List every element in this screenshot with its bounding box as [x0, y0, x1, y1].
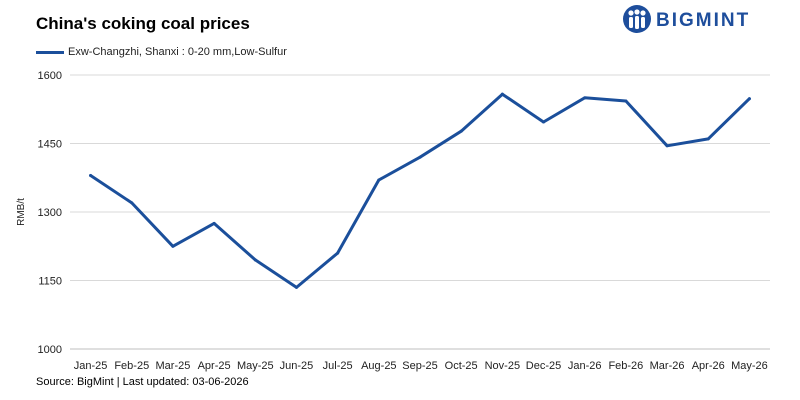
y-tick-label: 1150 [38, 276, 62, 288]
legend-label: Exw-Changzhi, Shanxi : 0-20 mm,Low-Sulfu… [68, 46, 287, 58]
x-tick-label: May-25 [237, 360, 274, 372]
data-point [583, 96, 587, 100]
source-note: Source: BigMint | Last updated: 03-06-20… [36, 376, 249, 388]
data-point [747, 97, 751, 101]
x-tick-label: Feb-25 [114, 360, 149, 372]
x-tick-label: Feb-26 [608, 360, 643, 372]
x-tick-label: Jul-25 [323, 360, 353, 372]
y-tick-label: 1600 [38, 70, 62, 82]
x-tick-label: May-26 [731, 360, 768, 372]
series-line [89, 92, 751, 289]
y-tick-label: 1000 [38, 344, 62, 356]
page-title: China's coking coal prices [36, 14, 250, 33]
x-tick-label: Sep-25 [402, 360, 437, 372]
x-tick-label: Jun-25 [280, 360, 314, 372]
x-tick-label: Jan-26 [568, 360, 602, 372]
x-tick-label: Dec-25 [526, 360, 561, 372]
x-tick-label: Mar-26 [650, 360, 685, 372]
data-point [418, 155, 422, 159]
data-point [665, 144, 669, 148]
data-point [377, 178, 381, 182]
legend-swatch [36, 50, 64, 54]
data-point [706, 137, 710, 141]
x-tick-label: Nov-25 [485, 360, 520, 372]
x-tick-label: Oct-25 [445, 360, 478, 372]
data-point [624, 99, 628, 103]
data-point [500, 92, 504, 96]
data-point [212, 221, 216, 225]
data-point [294, 285, 298, 289]
chart-gridlines [70, 74, 770, 350]
data-point [253, 258, 257, 262]
bigmint-people-icon [623, 5, 651, 33]
x-tick-label: Apr-26 [692, 360, 725, 372]
y-axis-ticks: 1000 1150 1300 1450 1600 [38, 70, 62, 356]
x-tick-label: Aug-25 [361, 360, 396, 372]
data-point [89, 173, 93, 177]
y-axis-label: RMB/t [16, 198, 27, 226]
data-point [459, 129, 463, 133]
y-tick-label: 1300 [38, 207, 62, 219]
data-point [130, 201, 134, 205]
x-tick-label: Jan-25 [74, 360, 108, 372]
logo-text: BIGMINT [656, 10, 751, 31]
x-tick-label: Mar-25 [156, 360, 191, 372]
y-tick-label: 1450 [38, 139, 62, 151]
data-point [542, 120, 546, 124]
chart-series [89, 92, 751, 289]
data-point [336, 251, 340, 255]
data-point [171, 244, 175, 248]
chart-legend: Exw-Changzhi, Shanxi : 0-20 mm,Low-Sulfu… [36, 45, 287, 59]
logo: BIGMINT [622, 4, 772, 34]
x-axis-ticks: Jan-25 Feb-25 Mar-25 Apr-25 May-25 Jun-25 Jul-… [74, 360, 768, 372]
x-tick-label: Apr-25 [198, 360, 231, 372]
